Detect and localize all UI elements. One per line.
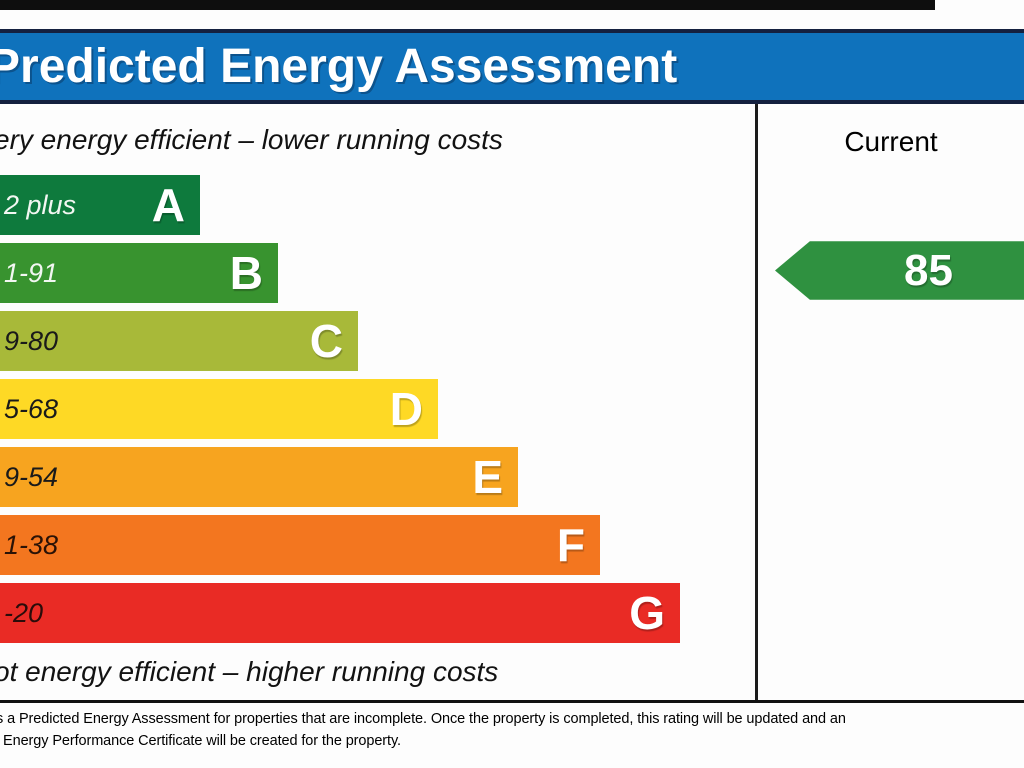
band-row-g: -20 G [0,583,680,643]
band-range-label: 2 plus [4,189,77,220]
band-row-f: 1-38 F [0,515,600,575]
efficient-top-label: ery energy efficient – lower running cos… [0,124,503,155]
band-letter: C [309,315,343,367]
disclaimer-text-line2: l Energy Performance Certificate will be… [0,733,401,749]
band-row-b: 1-91 B [0,243,278,303]
current-rating-value: 85 [904,245,953,295]
band-letter: E [472,451,503,503]
band-range-label: 1-91 [4,257,59,288]
disclaimer-text-line1: s a Predicted Energy Assessment for prop… [0,711,846,727]
band-range-label: 1-38 [4,529,59,560]
efficient-bottom-label: ot energy efficient – higher running cos… [0,656,499,687]
band-letter: G [629,587,665,639]
band-range-label: -20 [4,597,44,628]
footer-divider-line [0,700,1024,703]
band-row-e: 9-54 E [0,447,518,507]
current-rating-arrow: 85 [775,241,1024,300]
band-row-c: 9-80 C [0,311,358,371]
title-banner: Predicted Energy Assessment [0,29,1024,104]
band-letter: F [556,519,585,571]
band-range-label: 9-80 [4,325,59,356]
band-letter: B [229,247,263,299]
band-range-label: 5-68 [4,393,59,424]
band-row-a: 2 plus A [0,175,200,235]
band-row-d: 5-68 D [0,379,438,439]
band-letter: D [389,383,423,435]
band-range-label: 9-54 [4,461,59,492]
current-column-divider [755,104,758,702]
current-column-header: Current [844,126,938,157]
page-title: Predicted Energy Assessment [0,40,678,93]
band-letter: A [151,179,185,231]
letterbox-top-strip [0,0,935,10]
